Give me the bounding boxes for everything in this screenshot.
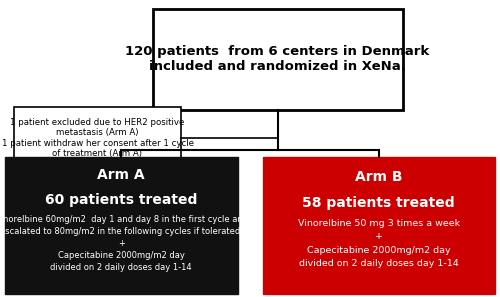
Text: Arm B: Arm B xyxy=(355,170,403,184)
Text: 58 patients treated: 58 patients treated xyxy=(302,196,455,211)
FancyBboxPatch shape xyxy=(5,157,237,294)
Text: 60 patients treated: 60 patients treated xyxy=(45,193,198,208)
FancyBboxPatch shape xyxy=(14,107,181,169)
Text: Arm A: Arm A xyxy=(98,168,145,182)
Text: 120 patients  from 6 centers in Denmark
included and randomized in XeNa.: 120 patients from 6 centers in Denmark i… xyxy=(126,45,430,73)
FancyBboxPatch shape xyxy=(262,157,495,294)
Text: 1 patient excluded due to HER2 positive
metastasis (Arm A)
1 patient withdraw he: 1 patient excluded due to HER2 positive … xyxy=(2,118,194,158)
Text: Vinorelbine 50 mg 3 times a week
+
Capecitabine 2000mg/m2 day
divided on 2 daily: Vinorelbine 50 mg 3 times a week + Capec… xyxy=(298,219,460,268)
FancyBboxPatch shape xyxy=(152,9,402,110)
Text: Vinorelbine 60mg/m2  day 1 and day 8 in the first cycle and
escalated to 80mg/m2: Vinorelbine 60mg/m2 day 1 and day 8 in t… xyxy=(0,215,248,272)
